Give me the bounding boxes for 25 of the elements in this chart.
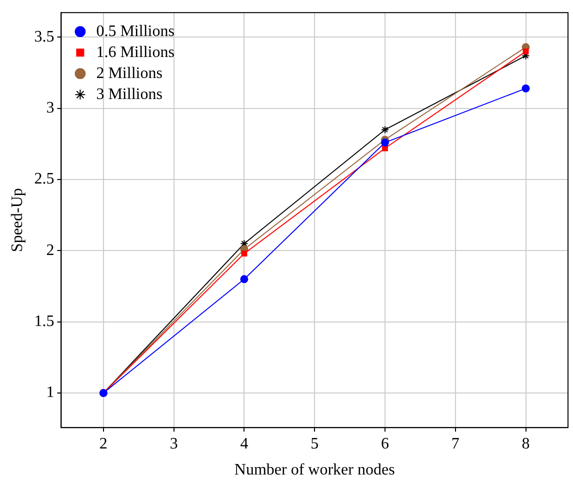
y-tick-label: 3	[46, 100, 54, 117]
x-tick-label: 3	[170, 435, 178, 452]
y-axis-title: Speed-Up	[8, 188, 26, 252]
legend-label: 1.6 Millions	[96, 44, 174, 61]
point	[522, 84, 530, 92]
x-tick-label: 4	[240, 435, 248, 452]
x-tick-label: 5	[310, 435, 319, 452]
point	[380, 138, 389, 147]
y-tick-label: 1	[46, 384, 54, 402]
point	[241, 250, 248, 257]
y-tick-label: 3.5	[34, 28, 54, 46]
y-tick-label: 2.5	[34, 170, 54, 188]
x-tick-label: 7	[451, 435, 460, 452]
x-tick-label: 2	[99, 435, 108, 452]
x-axis-title: Number of worker nodes	[234, 462, 395, 479]
x-tick-label: 6	[380, 435, 389, 452]
point	[380, 126, 389, 134]
legend-label: 2 Millions	[96, 64, 162, 82]
point	[522, 48, 529, 54]
point	[240, 275, 248, 284]
x-tick-label: 8	[522, 435, 530, 452]
y-tick-label: 2	[46, 242, 54, 259]
legend-label: 3 Millions	[96, 86, 162, 103]
y-tick-label: 1.5	[34, 313, 54, 330]
legend-label: 0.5 Millions	[96, 22, 174, 40]
